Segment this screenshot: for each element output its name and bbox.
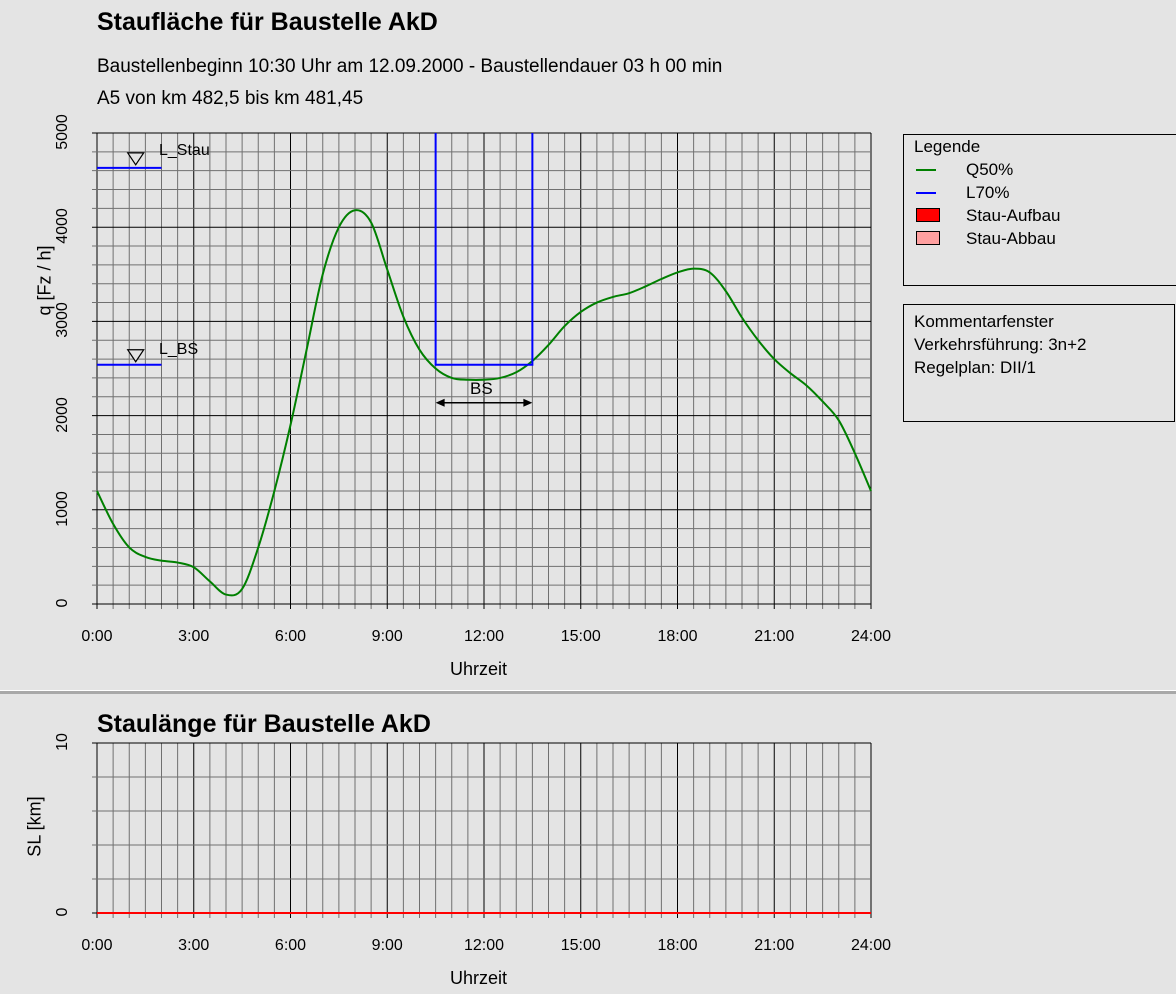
top-chart-subtitle-1: Baustellenbeginn 10:30 Uhr am 12.09.2000… bbox=[97, 56, 723, 77]
legend-label-q50: Q50% bbox=[966, 160, 1014, 179]
legend-item-stau-abbau: Stau-Abbau bbox=[904, 227, 1176, 250]
legend-item-l70: L70% bbox=[904, 181, 1176, 204]
top-x-tick-label: 0:00 bbox=[81, 628, 113, 645]
legend-line-l70 bbox=[916, 192, 936, 194]
comment-window: Kommentarfenster Verkehrsführung: 3n+2 R… bbox=[903, 304, 1175, 422]
bottom-x-tick-label: 3:00 bbox=[178, 937, 210, 954]
top-x-axis-label: Uhrzeit bbox=[450, 659, 508, 679]
legend-label-stau-abbau: Stau-Abbau bbox=[966, 229, 1056, 248]
bottom-x-tick-label: 6:00 bbox=[274, 937, 307, 954]
top-marks bbox=[96, 133, 872, 597]
legend-label-l70: L70% bbox=[966, 183, 1010, 202]
top-x-tick-label: 15:00 bbox=[560, 628, 601, 645]
marker-label-l-stau: L_Stau bbox=[159, 142, 210, 159]
legend-line-q50 bbox=[916, 169, 936, 171]
bottom-x-tick-label: 24:00 bbox=[850, 937, 892, 954]
comment-line-1: Verkehrsführung: 3n+2 bbox=[914, 335, 1087, 354]
legend-label-stau-aufbau: Stau-Aufbau bbox=[966, 206, 1061, 225]
legend-swatch-stau-aufbau bbox=[916, 208, 940, 222]
bs-label: BS bbox=[470, 379, 493, 398]
top-x-tick-label: 24:00 bbox=[850, 628, 892, 645]
top-x-tick-label: 21:00 bbox=[754, 628, 795, 645]
legend-item-q50: Q50% bbox=[904, 158, 1176, 181]
bottom-x-tick-label: 9:00 bbox=[371, 937, 403, 954]
bottom-x-tick-label: 18:00 bbox=[657, 937, 698, 954]
series-line-q50 bbox=[96, 209, 872, 597]
series-line-l70 bbox=[434, 133, 534, 366]
comment-line-2: Regelplan: DII/1 bbox=[914, 358, 1036, 377]
legend-item-stau-aufbau: Stau-Aufbau bbox=[904, 204, 1176, 227]
top-grid bbox=[92, 132, 872, 609]
top-y-tick-label: 3000 bbox=[54, 302, 71, 339]
top-y-tick-label: 0 bbox=[54, 598, 71, 608]
legend-swatch-stau-abbau bbox=[916, 231, 940, 245]
bottom-x-tick-label: 12:00 bbox=[463, 937, 505, 954]
bottom-x-tick-label: 15:00 bbox=[560, 937, 601, 954]
top-x-tick-label: 6:00 bbox=[274, 628, 307, 645]
top-chart-subtitle-2: A5 von km 482,5 bis km 481,45 bbox=[97, 88, 364, 109]
top-x-tick-label: 3:00 bbox=[178, 628, 210, 645]
top-x-tick-label: 12:00 bbox=[463, 628, 505, 645]
bs-arrow-head-right bbox=[523, 398, 533, 407]
legend-box: Legende Q50% L70% Stau-Aufbau Stau-Abbau bbox=[903, 134, 1176, 286]
panel-divider[interactable] bbox=[0, 690, 1176, 694]
top-x-tick-label: 9:00 bbox=[371, 628, 403, 645]
top-x-tick-label: 18:00 bbox=[657, 628, 698, 645]
legend-title: Legende bbox=[914, 137, 981, 156]
bottom-y-tick-label: 0 bbox=[54, 907, 71, 917]
top-y-tick-label: 4000 bbox=[54, 208, 71, 244]
marker-l-stau-triangle bbox=[126, 152, 145, 166]
top-y-tick-label: 5000 bbox=[54, 114, 71, 150]
bs-arrow-head-left bbox=[435, 398, 445, 407]
bottom-x-tick-label: 0:00 bbox=[81, 937, 113, 954]
top-y-tick-label: 2000 bbox=[54, 396, 71, 433]
top-chart-title: Staufläche für Baustelle AkD bbox=[97, 8, 438, 36]
bottom-y-axis-label: SL [km] bbox=[24, 796, 45, 857]
marker-label-l-bs: L_BS bbox=[159, 341, 199, 358]
bottom-y-tick-label: 10 bbox=[54, 733, 71, 751]
bottom-chart-title: Staulänge für Baustelle AkD bbox=[97, 710, 431, 738]
top-y-axis-label: q [Fz / h] bbox=[34, 245, 55, 316]
bottom-x-axis-label: Uhrzeit bbox=[450, 968, 508, 988]
marker-l-bs-triangle bbox=[126, 349, 145, 363]
bottom-grid bbox=[92, 742, 872, 918]
top-y-tick-label: 1000 bbox=[54, 491, 71, 527]
comment-title: Kommentarfenster bbox=[914, 312, 1054, 331]
bottom-x-tick-label: 21:00 bbox=[754, 937, 795, 954]
